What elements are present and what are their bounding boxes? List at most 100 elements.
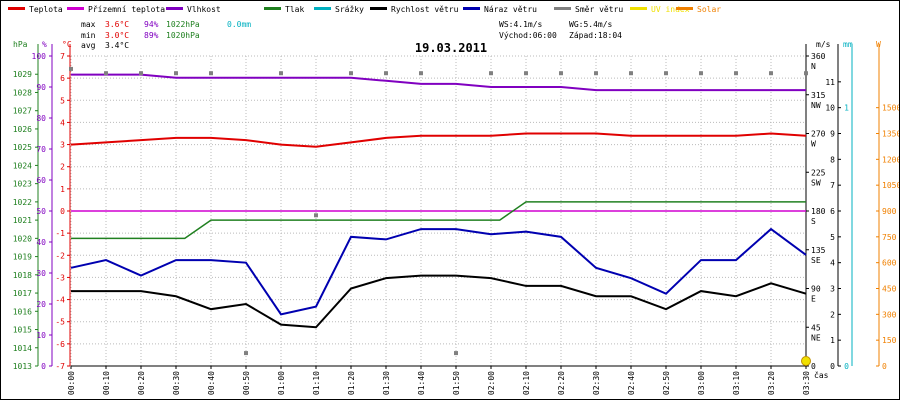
direction-point <box>524 71 528 76</box>
legend-swatch <box>676 7 693 10</box>
x-tick-label: 00:50 <box>242 371 251 395</box>
pressure-tick-label: 1022 <box>13 198 32 207</box>
direction-point <box>139 71 143 76</box>
x-tick-label: 01:10 <box>312 371 321 395</box>
direction-point <box>629 71 633 76</box>
solar-tick-label: 0 <box>882 362 887 371</box>
direction-point <box>244 351 248 356</box>
rain-axis-unit: mm <box>843 40 853 49</box>
direction-point <box>489 71 493 76</box>
wind-tick-label: 5 <box>830 233 835 242</box>
temperature-tick-label: 0 <box>60 207 65 216</box>
grid <box>70 55 807 367</box>
legend-item: Vlhkost <box>166 5 221 14</box>
legend-label: Solar <box>697 5 721 14</box>
x-tick-label: 00:40 <box>207 371 216 395</box>
x-tick-label: 02:20 <box>557 371 566 395</box>
series-layer <box>69 66 811 366</box>
legend-item: Směr větru <box>554 5 623 14</box>
stat-max-rain: 0.0mm <box>227 20 251 29</box>
x-tick-label: 01:30 <box>382 371 391 395</box>
stat-max-label: max <box>81 20 96 29</box>
compass-label: SE <box>811 256 821 265</box>
direction-point <box>664 71 668 76</box>
compass-label: E <box>811 295 816 304</box>
x-tick-label: 00:00 <box>67 371 76 395</box>
x-tick-label: 03:20 <box>767 371 776 395</box>
legend-item: Náraz větru <box>463 5 537 14</box>
solar-tick-label: 750 <box>882 233 897 242</box>
legend-swatch <box>8 7 25 10</box>
humidity-tick-label: 40 <box>36 238 46 247</box>
solar-tick-label: 1500 <box>882 104 899 113</box>
temperature-tick-label: -1 <box>55 229 65 238</box>
stat-min-label: min <box>81 31 96 40</box>
stat-max-press: 1022hPa <box>166 20 200 29</box>
x-tick-label: 01:20 <box>347 371 356 395</box>
temperature-tick-label: 1 <box>60 185 65 194</box>
legend-item: Solar <box>676 5 721 14</box>
temperature-tick-label: 5 <box>60 96 65 105</box>
solar-axis-unit: W <box>876 40 881 49</box>
direction-tick-label: 315 <box>811 91 826 100</box>
wind-tick-label: 9 <box>830 130 835 139</box>
humidity-tick-label: 50 <box>36 207 46 216</box>
solar-tick-label: 1050 <box>882 181 899 190</box>
legend-swatch <box>166 7 183 10</box>
humidity-tick-label: 10 <box>36 331 46 340</box>
series-Náraz větru <box>70 227 807 316</box>
direction-point <box>349 71 353 76</box>
direction-point <box>419 71 423 76</box>
pressure-tick-label: 1021 <box>13 216 32 225</box>
legend-swatch <box>67 7 84 10</box>
humidity-tick-label: 100 <box>32 52 47 61</box>
pressure-tick-label: 1024 <box>13 161 32 170</box>
pressure-axis-unit: hPa <box>13 40 28 49</box>
legend-item: UV index <box>630 5 690 14</box>
humidity-tick-label: 80 <box>36 114 46 123</box>
x-tick-label: 01:00 <box>277 371 286 395</box>
series-line <box>70 132 807 148</box>
legend-label: Tlak <box>285 5 304 14</box>
series-Tlak <box>71 201 806 240</box>
series-Rychlost větru <box>71 274 807 329</box>
humidity-tick-label: 0 <box>41 362 46 371</box>
pressure-tick-label: 1027 <box>13 107 32 116</box>
pressure-tick-label: 1018 <box>13 271 32 280</box>
x-tick-label: 01:40 <box>417 371 426 395</box>
direction-point <box>174 71 178 76</box>
direction-tick-label: 180 <box>811 207 826 216</box>
x-tick-label: 01:50 <box>452 371 461 395</box>
stat-min-hum: 89% <box>144 31 159 40</box>
legend: Teplota Přízemní teplota Vlhkost Tlak Srážky… <box>8 5 721 14</box>
direction-point <box>454 351 458 356</box>
temperature-tick-label: 4 <box>60 118 65 127</box>
wind-tick-label: 4 <box>830 259 835 268</box>
wind-info: WS:4.1m/s WG:5.4m/s Východ:06:00 Západ:1… <box>499 20 622 40</box>
legend-label: UV index <box>651 5 690 14</box>
temperature-tick-label: -2 <box>55 251 65 260</box>
legend-swatch <box>554 7 571 10</box>
compass-label: NW <box>811 101 821 110</box>
wind-gust-max: WG:5.4m/s <box>569 20 613 29</box>
direction-point <box>559 71 563 76</box>
compass-label: W <box>811 140 816 149</box>
temperature-tick-label: -5 <box>55 318 65 327</box>
humidity-tick-label: 60 <box>36 176 46 185</box>
legend-item: Tlak <box>264 5 304 14</box>
temperature-tick-label: 7 <box>60 52 65 61</box>
legend-label: Směr větru <box>575 5 623 14</box>
solar-tick-label: 1200 <box>882 155 899 164</box>
wind-tick-label: 11 <box>825 78 835 87</box>
direction-point <box>104 71 108 76</box>
series-line <box>71 274 807 329</box>
legend-item: Teplota <box>8 5 63 14</box>
temperature-axis-unit: °C <box>62 40 72 49</box>
legend-item: Srážky <box>314 5 364 14</box>
stat-min-temp: 3.0°C <box>105 31 129 40</box>
pressure-tick-label: 1023 <box>13 180 32 189</box>
direction-tick-label: 135 <box>811 246 826 255</box>
uv-marker <box>801 356 811 366</box>
wind-tick-label: 8 <box>830 155 835 164</box>
